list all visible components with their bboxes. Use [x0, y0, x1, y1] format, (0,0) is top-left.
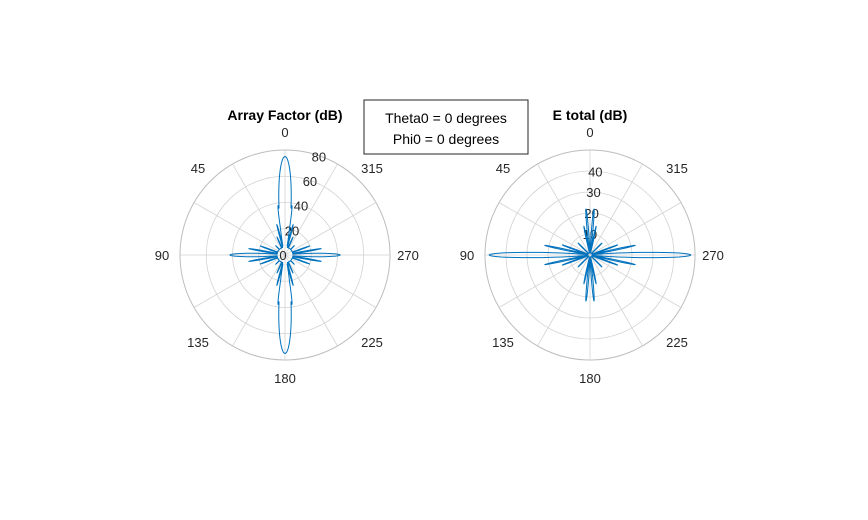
r-tick-label: 30	[586, 185, 600, 200]
theta-tick-label: 315	[361, 161, 383, 176]
grid-spoke	[193, 254, 286, 308]
grid-spoke	[498, 202, 591, 256]
r-tick-label: 20	[584, 206, 598, 221]
theta-tick-label: 90	[460, 248, 474, 263]
annotation-line-2: Phi0 = 0 degrees	[393, 131, 499, 147]
grid-spoke	[589, 163, 643, 256]
theta-tick-label: 315	[666, 161, 688, 176]
grid-spoke	[284, 254, 338, 347]
r-tick-label: 40	[588, 164, 602, 179]
grid-spoke	[589, 254, 643, 347]
theta-tick-label: 90	[155, 248, 169, 263]
theta-tick-label: 135	[492, 335, 514, 350]
r-tick-label: 80	[312, 149, 326, 164]
grid-spoke	[193, 202, 286, 256]
r-tick-label: 60	[303, 174, 317, 189]
theta-tick-label: 225	[361, 335, 383, 350]
theta-tick-label: 180	[579, 371, 601, 386]
theta-tick-label: 180	[274, 371, 296, 386]
theta-tick-label: 270	[397, 248, 419, 263]
chart-title: E total (dB)	[553, 107, 628, 123]
grid-spoke	[232, 163, 286, 256]
theta-tick-label: 270	[702, 248, 724, 263]
r-tick-label: 0	[279, 248, 286, 263]
annotation-line-1: Theta0 = 0 degrees	[385, 110, 507, 126]
theta-tick-label: 135	[187, 335, 209, 350]
r-tick-label: 40	[294, 199, 308, 214]
theta-tick-label: 45	[191, 161, 205, 176]
annotation-box: Theta0 = 0 degrees Phi0 = 0 degrees	[363, 99, 529, 155]
grid-spoke	[232, 254, 286, 347]
theta-tick-label: 0	[281, 125, 288, 140]
grid-spoke	[589, 254, 682, 308]
theta-tick-label: 45	[496, 161, 510, 176]
grid-spoke	[537, 163, 591, 256]
grid-spoke	[537, 254, 591, 347]
theta-tick-label: 225	[666, 335, 688, 350]
grid-spoke	[589, 202, 682, 256]
grid-spoke	[498, 254, 591, 308]
pattern-series-line	[229, 156, 341, 354]
theta-tick-label: 0	[586, 125, 593, 140]
chart-title: Array Factor (dB)	[227, 107, 342, 123]
pattern-series-line	[488, 208, 692, 302]
polar-plot-array-factor: Array Factor (dB)04590135180225270315020…	[155, 107, 419, 386]
grid-spoke	[284, 202, 377, 256]
grid-spoke	[284, 254, 377, 308]
grid-spoke	[284, 163, 338, 256]
